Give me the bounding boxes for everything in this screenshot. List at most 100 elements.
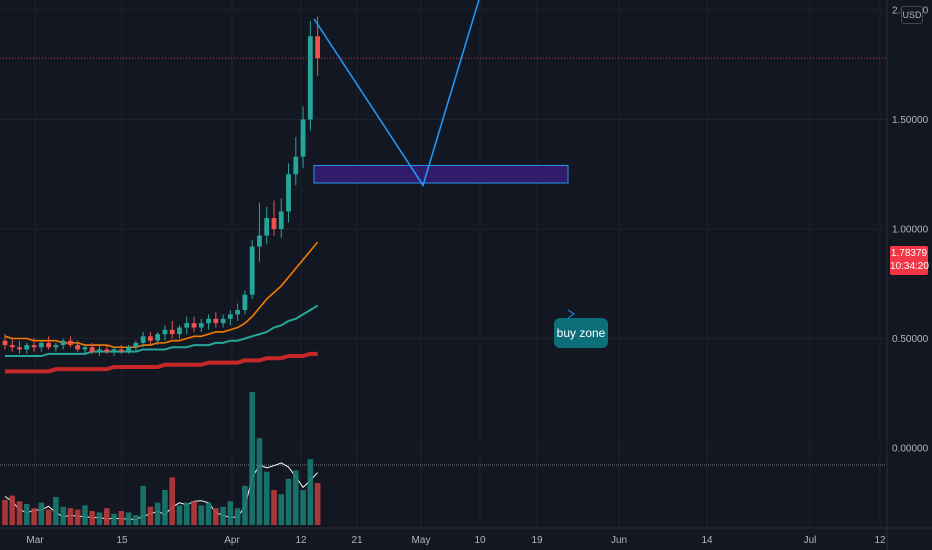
volume-bars — [2, 392, 321, 525]
candle-body — [155, 334, 161, 341]
candle-body — [2, 340, 8, 346]
candle-body — [191, 323, 197, 328]
volume-bar — [74, 509, 81, 525]
volume-bar — [89, 511, 96, 525]
candle-body — [75, 345, 81, 350]
ma-mid-line — [5, 304, 319, 358]
candle-body — [249, 246, 255, 295]
volume-bar — [183, 502, 190, 525]
time-axis-label: 21 — [351, 535, 363, 546]
candle-body — [264, 218, 270, 236]
candle-body — [68, 340, 73, 346]
volume-bar — [96, 512, 103, 525]
time-axis-label: Apr — [224, 535, 240, 546]
volume-bar — [198, 505, 205, 525]
last-price-tag: 1.78379 10:34:20 — [890, 246, 929, 275]
last-price-value: 1.78379 — [890, 248, 928, 259]
candle-body — [82, 347, 88, 350]
volume-bar — [263, 471, 270, 525]
volume-bar — [213, 508, 219, 525]
currency-label[interactable]: USD — [901, 6, 923, 24]
bar-countdown: 10:34:20 — [890, 261, 929, 272]
volume-bar — [191, 501, 197, 525]
time-axis[interactable]: Mar 15 Apr 12 21 May 10 19 Jun 14 Jul 12 — [0, 527, 932, 546]
candle-body — [17, 347, 22, 350]
candle-body — [227, 314, 233, 319]
candle-body — [198, 323, 204, 328]
candle-body — [126, 347, 131, 352]
volume-bar — [140, 485, 146, 525]
volume-bar — [16, 501, 23, 525]
volume-bar — [118, 511, 125, 525]
buy-zone-label[interactable]: buy zone — [554, 318, 608, 348]
time-axis-label: 14 — [701, 535, 713, 546]
candle-body — [286, 174, 291, 212]
candle-body — [97, 349, 102, 352]
candle-body — [293, 156, 299, 175]
candle-body — [140, 336, 146, 343]
volume-bar — [314, 483, 321, 525]
time-axis-label: 12 — [874, 535, 886, 546]
volume-bar — [154, 502, 161, 525]
candle-body — [184, 323, 190, 328]
time-axis-label: 10 — [474, 535, 486, 546]
volume-bar — [133, 515, 139, 525]
projection-path — [313, 0, 480, 188]
candle-body — [169, 329, 175, 335]
volume-bar — [271, 490, 277, 525]
volume-bar — [249, 392, 255, 525]
candle-body — [53, 345, 59, 348]
candle-body — [307, 36, 313, 120]
moving-averages — [4, 241, 319, 374]
candle-body — [213, 318, 219, 324]
volume-bar — [60, 506, 66, 525]
candle-body — [177, 327, 182, 335]
candle-body — [24, 345, 30, 350]
time-axis-label: Mar — [26, 535, 44, 546]
time-axis-label: 12 — [295, 535, 307, 546]
candle-body — [257, 235, 262, 247]
volume-bar — [24, 504, 30, 525]
candle-body — [9, 345, 15, 348]
volume-bar — [111, 513, 117, 525]
volume-bar — [67, 508, 74, 525]
candle-body — [60, 340, 66, 346]
ma-slow-line — [5, 351, 318, 374]
candle-body — [118, 349, 124, 352]
time-axis-label: 15 — [116, 535, 128, 546]
volume-bar — [205, 502, 212, 525]
time-axis-label: 19 — [531, 535, 543, 546]
candle-body — [162, 329, 168, 335]
candle-body — [278, 211, 284, 229]
volume-bar — [300, 490, 306, 525]
candle-body — [111, 349, 117, 352]
volume-bar — [38, 502, 45, 525]
ma-fast-line — [4, 241, 319, 349]
candle-body — [133, 342, 139, 348]
volume-bar — [227, 501, 234, 525]
volume-bar — [162, 490, 168, 525]
volume-bar — [285, 478, 292, 525]
volume-bar — [31, 508, 37, 525]
candle-body — [46, 342, 52, 348]
volume-bar — [234, 508, 241, 525]
volume-bar — [307, 459, 314, 525]
volume-bar — [103, 508, 110, 525]
candle-body — [38, 342, 44, 348]
volume-bar — [176, 505, 183, 525]
candles — [2, 16, 321, 357]
candle-body — [300, 119, 306, 157]
price-axis-label: 0.00000 — [892, 444, 929, 455]
volume-bar — [220, 506, 226, 525]
candle-body — [206, 318, 211, 324]
drawings[interactable] — [0, 0, 886, 319]
volume-bar — [242, 485, 248, 525]
volume-bar — [293, 470, 299, 525]
candle-body — [31, 345, 37, 348]
volume-bar — [278, 494, 285, 525]
time-axis-label: May — [412, 535, 431, 546]
candle-body — [220, 318, 226, 324]
volume-bar — [256, 438, 263, 525]
